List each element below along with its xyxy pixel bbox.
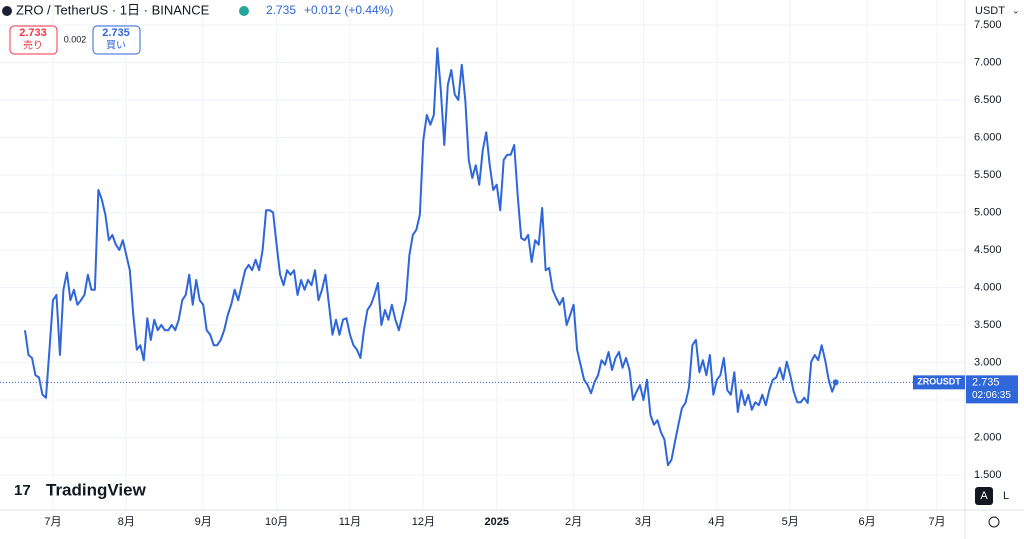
y-tick-label: 5.000 [974, 206, 1002, 218]
x-tick-label: 6月 [859, 516, 876, 528]
currency[interactable]: USDT [975, 5, 1005, 17]
y-tick-label: 2.000 [974, 431, 1002, 443]
x-tick-label: 3月 [635, 516, 652, 528]
symbol-tag-label: ZROUSDT [917, 377, 961, 387]
x-tick-label: 11月 [339, 516, 361, 528]
sell-price: 2.733 [19, 27, 47, 39]
y-tick-label: 4.000 [974, 281, 1002, 293]
sell-label: 売り [23, 39, 43, 52]
buy-button[interactable] [92, 25, 141, 55]
currency-dropdown[interactable]: ⌄ [1012, 5, 1020, 15]
x-tick-label: 5月 [782, 516, 799, 528]
y-tick-label: 4.500 [974, 244, 1002, 256]
y-tick-label: 6.000 [974, 131, 1002, 143]
price-line [24, 47, 837, 467]
x-tick-label: 10月 [265, 516, 288, 528]
price-tag-countdown: 02:06:35 [972, 390, 1011, 401]
y-tick-label: 6.500 [974, 94, 1002, 106]
y-tick-label: 1.500 [974, 469, 1002, 481]
market-status[interactable] [239, 6, 249, 16]
price-tag-value: 2.735 [972, 376, 1000, 388]
symbol-tag [913, 375, 965, 390]
buy-label: 買い [106, 40, 126, 52]
price-change: +0.012 (+0.44%) [304, 3, 393, 17]
log-scale-label[interactable]: L [1003, 490, 1009, 502]
settings-icon[interactable] [988, 516, 1000, 528]
spread: 0.002 [64, 34, 87, 44]
x-tick-label: 7月 [928, 516, 945, 528]
x-tick-label: 8月 [118, 516, 135, 528]
x-tick-label: 7月 [44, 516, 61, 528]
symbol-title: ZRO / TetherUS · 1日 · BINANCE [16, 2, 210, 17]
y-tick-label: 3.500 [974, 319, 1002, 331]
buy-price: 2.735 [102, 27, 130, 39]
last-point [832, 379, 839, 386]
x-tick-label: 2025 [484, 516, 508, 528]
grid [0, 0, 965, 510]
y-tick-label: 3.000 [974, 356, 1002, 368]
y-tick-label: 7.000 [974, 56, 1002, 68]
x-tick-label: 2月 [565, 516, 582, 528]
y-tick-label: 5.500 [974, 169, 1002, 181]
auto-scale-label: A [980, 490, 988, 502]
logo-mark: 17 [14, 482, 31, 499]
x-tick-label: 4月 [708, 516, 725, 528]
symbol-icon [2, 6, 12, 16]
sell-button[interactable] [9, 25, 58, 55]
last-price: 2.735 [266, 3, 296, 17]
auto-scale-button[interactable] [975, 487, 993, 505]
x-tick-label: 12月 [412, 516, 435, 528]
watermark: TradingView [46, 480, 147, 499]
price-tag [966, 375, 1018, 404]
y-tick-label: 7.500 [974, 19, 1002, 31]
x-tick-label: 9月 [195, 516, 212, 528]
